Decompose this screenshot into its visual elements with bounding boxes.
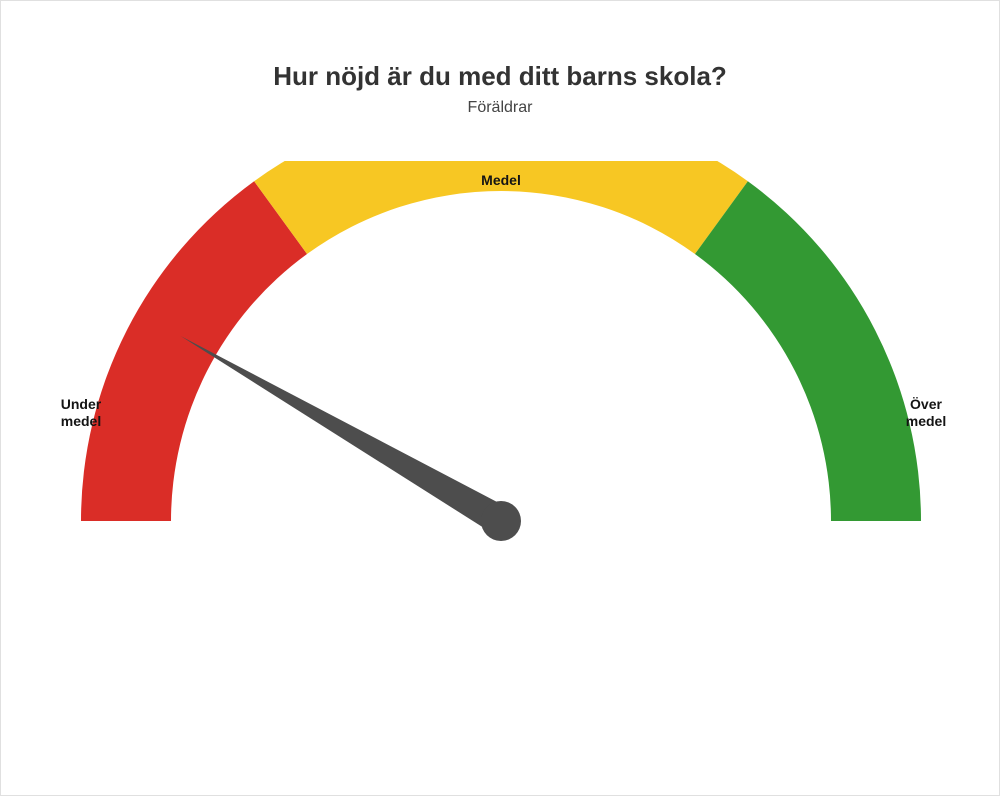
gauge-segment-over-medel (695, 181, 921, 521)
chart-subtitle: Föräldrar (1, 99, 999, 117)
chart-frame: Hur nöjd är du med ditt barns skola? För… (0, 0, 1000, 796)
gauge-label-under-medel: Under medel (46, 396, 116, 430)
gauge-needle-cap (481, 501, 521, 541)
gauge-needle (181, 336, 509, 534)
gauge-container (1, 161, 999, 795)
gauge-label-medel: Medel (471, 172, 531, 189)
chart-title: Hur nöjd är du med ditt barns skola? (1, 61, 999, 92)
gauge-svg (1, 161, 1000, 797)
gauge-segment-under-medel (81, 181, 307, 521)
gauge-label-over-medel: Över medel (896, 396, 956, 430)
